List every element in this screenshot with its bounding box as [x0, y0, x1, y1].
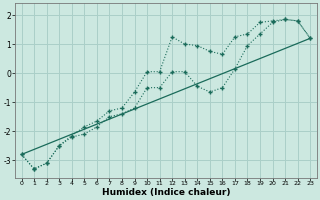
X-axis label: Humidex (Indice chaleur): Humidex (Indice chaleur) [102, 188, 230, 197]
